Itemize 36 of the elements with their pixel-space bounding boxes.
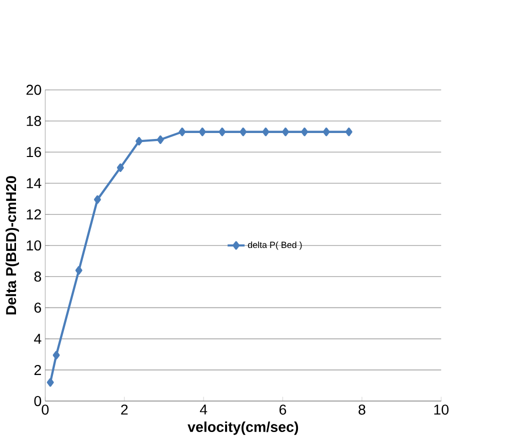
y-tick-label: 18 [26, 116, 42, 126]
x-tick-label: 10 [434, 404, 449, 414]
y-tick-label: 20 [26, 84, 42, 95]
point [116, 163, 124, 172]
x-tick-label: 8 [358, 404, 366, 414]
point [262, 127, 270, 136]
y-tick-label: 10 [26, 240, 42, 250]
y-tick-label: 12 [26, 209, 41, 220]
y-tick-label: 8 [34, 271, 42, 282]
point [218, 127, 226, 136]
y-axis-title: Delta P(BED)-cmH20 [6, 176, 19, 314]
point [178, 127, 186, 136]
y-tick-label: 6 [34, 302, 42, 313]
y-tick-label: 2 [34, 364, 41, 375]
point [136, 136, 143, 146]
point [46, 378, 54, 386]
point [345, 127, 352, 136]
x-axis-title: velocity(cm/sec) [188, 421, 298, 435]
y-tick-label: 16 [26, 146, 42, 157]
point [75, 266, 82, 274]
y-tick-label: 0 [34, 396, 42, 406]
point [198, 127, 206, 136]
y-tick-label: 14 [26, 178, 42, 188]
point [52, 350, 60, 360]
x-tick-label: 0 [42, 404, 49, 414]
x-tick-label: 4 [200, 404, 208, 414]
point [94, 195, 101, 204]
point [282, 127, 290, 136]
x-tick-label: 2 [121, 404, 128, 414]
point [156, 135, 164, 144]
point [240, 127, 247, 136]
point [322, 127, 330, 136]
x-tick-label: 6 [280, 404, 286, 414]
y-tick-label: 4 [34, 334, 42, 344]
point [301, 127, 308, 136]
legend-label: delta P( Bed ) [248, 241, 302, 250]
